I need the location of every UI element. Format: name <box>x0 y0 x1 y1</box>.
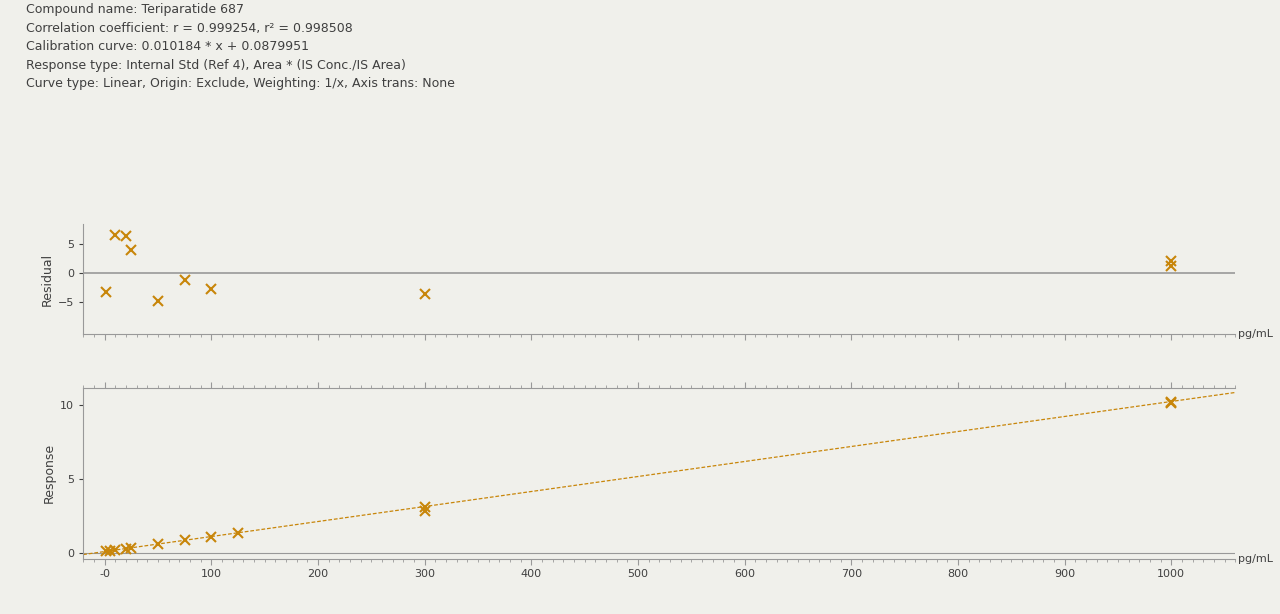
Y-axis label: Response: Response <box>44 443 56 503</box>
Text: Compound name: Teriparatide 687
Correlation coefficient: r = 0.999254, r² = 0.99: Compound name: Teriparatide 687 Correlat… <box>26 3 454 90</box>
Text: pg/mL: pg/mL <box>1238 554 1272 564</box>
Text: pg/mL: pg/mL <box>1238 329 1272 340</box>
Y-axis label: Residual: Residual <box>41 253 54 306</box>
